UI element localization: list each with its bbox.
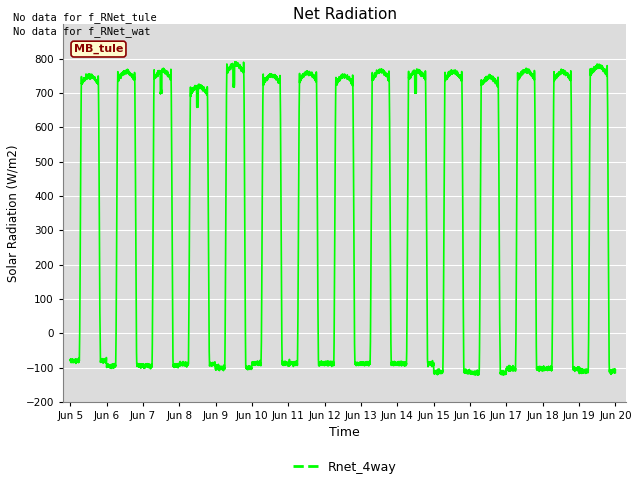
Title: Net Radiation: Net Radiation: [292, 7, 397, 22]
Text: MB_tule: MB_tule: [74, 44, 123, 54]
Y-axis label: Solar Radiation (W/m2): Solar Radiation (W/m2): [7, 144, 20, 282]
Text: No data for f_RNet_tule: No data for f_RNet_tule: [13, 12, 157, 23]
Legend: Rnet_4way: Rnet_4way: [288, 456, 401, 479]
X-axis label: Time: Time: [329, 426, 360, 440]
Text: No data for f_RNet_wat: No data for f_RNet_wat: [13, 26, 150, 37]
